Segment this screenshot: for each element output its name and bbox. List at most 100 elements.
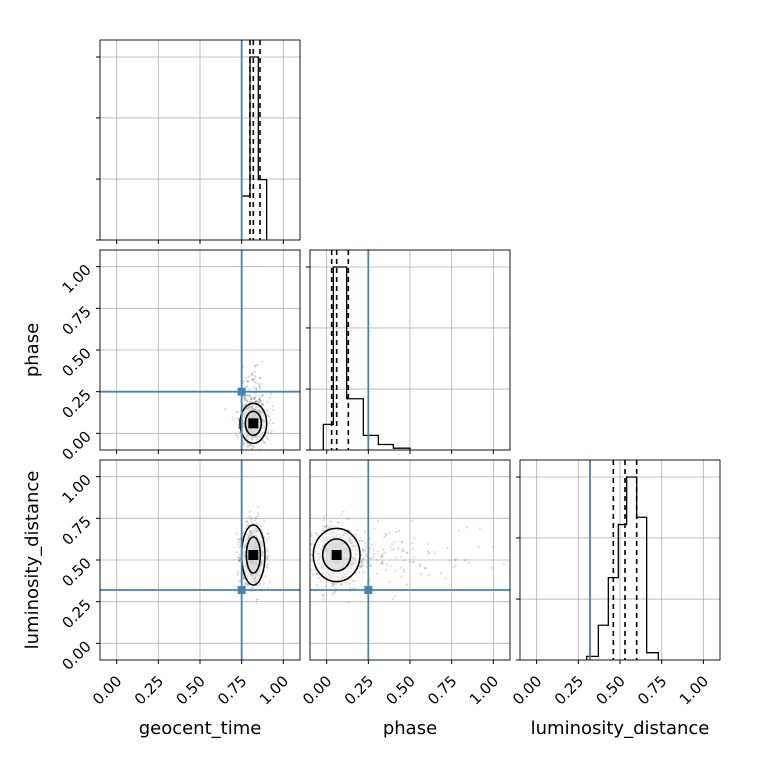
tick-label-y: 1.00 (58, 261, 94, 297)
sample-point (255, 522, 258, 525)
sample-point (331, 584, 334, 588)
sample-point (244, 398, 247, 402)
sample-point (267, 532, 270, 535)
sample-point (352, 587, 355, 590)
tick-label-y: 0.50 (58, 344, 94, 380)
sample-point (373, 527, 376, 530)
sample-point (361, 557, 365, 561)
sample-point (255, 516, 258, 520)
sample-point (259, 400, 262, 403)
sample-point (252, 378, 255, 382)
sample-point (354, 572, 357, 575)
sample-point (310, 543, 313, 546)
sample-point (359, 566, 362, 569)
sample-point (394, 570, 397, 573)
sample-point (247, 394, 250, 397)
sample-point (381, 562, 384, 565)
sample-point (266, 532, 269, 535)
density-peak (331, 550, 342, 560)
sample-point (402, 559, 406, 562)
sample-point (452, 566, 455, 569)
sample-point (246, 584, 249, 587)
sample-point (257, 401, 260, 404)
panel-geocent_time-luminosity_distance: 0.000.250.500.751.000.00 0.25 0.50 0.75 1.00 (58, 459, 301, 708)
sample-point (336, 521, 339, 524)
sample-point (388, 581, 391, 584)
sample-point (322, 529, 325, 532)
sample-point (380, 555, 384, 558)
sample-point (260, 402, 263, 405)
sample-point (394, 530, 398, 534)
sample-point (420, 573, 423, 576)
sample-point (236, 542, 240, 546)
sample-point (454, 564, 457, 567)
tick-label-x: 0.25 (131, 672, 167, 708)
sample-point (418, 563, 421, 567)
sample-point (245, 386, 249, 389)
sample-point (393, 594, 396, 598)
sample-point (468, 561, 471, 564)
sample-point (257, 505, 260, 509)
sample-point (249, 443, 252, 447)
sample-point (235, 551, 238, 554)
sample-point (263, 519, 266, 522)
sample-point (252, 445, 255, 448)
sample-point (266, 587, 270, 590)
sample-point (236, 555, 239, 559)
sample-point (426, 550, 430, 553)
sample-point (258, 398, 261, 401)
panel-phase-phase (306, 249, 511, 454)
sample-point (242, 381, 245, 385)
sample-point (365, 553, 368, 556)
sample-point (351, 580, 354, 583)
histogram-luminosity_distance (586, 476, 659, 660)
density-peak (248, 550, 259, 560)
sample-point (258, 384, 261, 387)
sample-point (254, 399, 257, 403)
sample-point (256, 364, 259, 367)
sample-point (330, 582, 334, 585)
sample-point (360, 539, 363, 542)
sample-point (231, 416, 234, 419)
sample-point (362, 549, 365, 552)
sample-point (232, 418, 235, 421)
sample-point (245, 520, 248, 524)
sample-point (246, 399, 249, 402)
sample-point (224, 408, 227, 411)
sample-point (412, 556, 416, 559)
sample-point (253, 396, 256, 399)
tick-label-x: 1.00 (676, 672, 712, 708)
tick-label-y: 0.75 (58, 512, 94, 548)
sample-point (237, 556, 241, 560)
sample-point (245, 394, 249, 397)
sample-point (246, 379, 249, 382)
sample-point (257, 584, 260, 587)
sample-point (237, 559, 241, 562)
sample-point (258, 376, 261, 380)
sample-point (255, 598, 258, 602)
sample-point (250, 396, 253, 399)
sample-point (248, 510, 252, 513)
sample-point (399, 566, 402, 569)
sample-point (325, 513, 328, 517)
sample-point (272, 408, 275, 412)
sample-point (255, 388, 258, 391)
sample-point (376, 519, 380, 523)
sample-point (403, 570, 406, 574)
sample-point (262, 441, 265, 444)
sample-point (401, 549, 404, 552)
sample-point (236, 570, 239, 573)
sample-point (261, 360, 264, 364)
sample-point (401, 540, 404, 543)
sample-point (257, 395, 261, 398)
sample-point (254, 364, 257, 367)
sample-point (256, 598, 259, 601)
sample-point (251, 378, 254, 381)
tick-label-x: 0.00 (509, 672, 545, 708)
y-axis-label-phase: phase (22, 323, 43, 377)
sample-point (255, 400, 258, 403)
sample-point (245, 582, 248, 585)
sample-point (333, 590, 336, 593)
sample-point (272, 422, 275, 425)
